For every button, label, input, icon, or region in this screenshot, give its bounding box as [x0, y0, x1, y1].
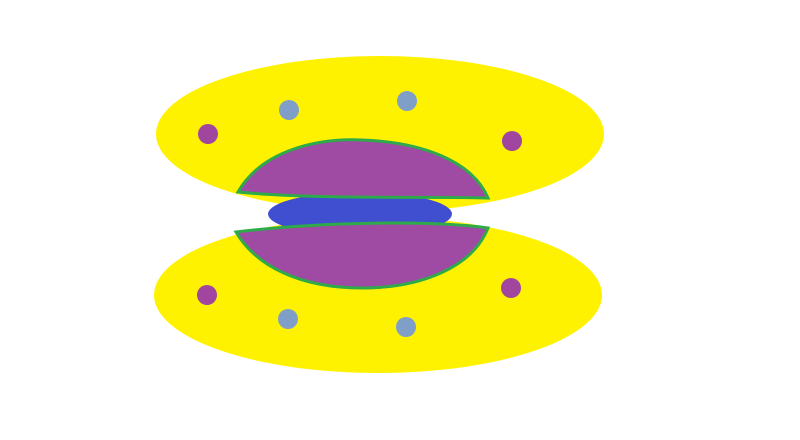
- shell-dot-upper-4: [502, 131, 522, 151]
- shell-dot-lower-4: [501, 278, 521, 298]
- shell-dot-lower-3: [396, 317, 416, 337]
- shell-dot-lower-1: [197, 285, 217, 305]
- shell-dot-lower-2: [278, 309, 298, 329]
- shell-dot-upper-3: [397, 91, 417, 111]
- shell-dot-upper-2: [279, 100, 299, 120]
- shell-dot-upper-1: [198, 124, 218, 144]
